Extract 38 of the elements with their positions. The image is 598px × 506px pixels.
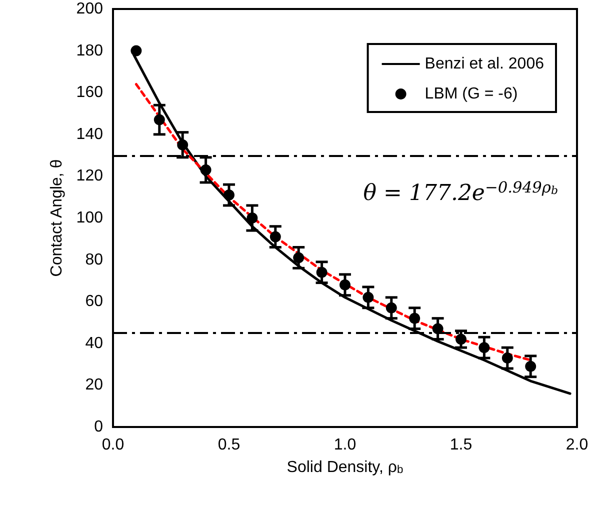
x-tick-label: 1.5 (450, 436, 472, 454)
y-tick-label: 60 (85, 293, 104, 310)
y-tick-label: 80 (85, 251, 104, 268)
y-tick-label: 180 (76, 42, 104, 60)
point (409, 312, 420, 324)
point (456, 334, 466, 345)
y-tick-label: 160 (76, 84, 104, 102)
point (270, 231, 281, 242)
x-tick-label: 0.0 (102, 436, 124, 454)
legend-label: Benzi et al. 2006 (424, 56, 544, 72)
y-tick-label: 0 (94, 418, 104, 436)
point (432, 323, 444, 334)
x-tick-label: 2.0 (566, 436, 588, 454)
point (224, 190, 234, 201)
point (154, 114, 165, 126)
y-tick-label: 20 (85, 376, 104, 394)
point (362, 292, 374, 303)
point (200, 164, 212, 176)
y-axis-title: Contact Angle, θ (48, 159, 66, 277)
x-tick-label: 1.0 (334, 436, 356, 454)
y-tick-label: 100 (76, 210, 104, 226)
point (340, 279, 350, 290)
x-axis-title: Solid Density, ρb (286, 458, 404, 476)
point (177, 139, 188, 150)
y-tick-label: 140 (76, 126, 104, 143)
point (502, 352, 513, 364)
point (246, 212, 258, 224)
point (386, 302, 397, 314)
y-tick-label: 40 (85, 334, 104, 352)
y-tick-label: 200 (76, 0, 104, 18)
y-tick-label: 120 (76, 168, 104, 185)
point (130, 45, 142, 56)
point (293, 252, 304, 264)
x-tick-label: 0.5 (218, 436, 240, 454)
point (316, 266, 328, 278)
point (525, 360, 536, 372)
legend-label: LBM (G = -6) (424, 86, 518, 102)
point (478, 342, 490, 354)
